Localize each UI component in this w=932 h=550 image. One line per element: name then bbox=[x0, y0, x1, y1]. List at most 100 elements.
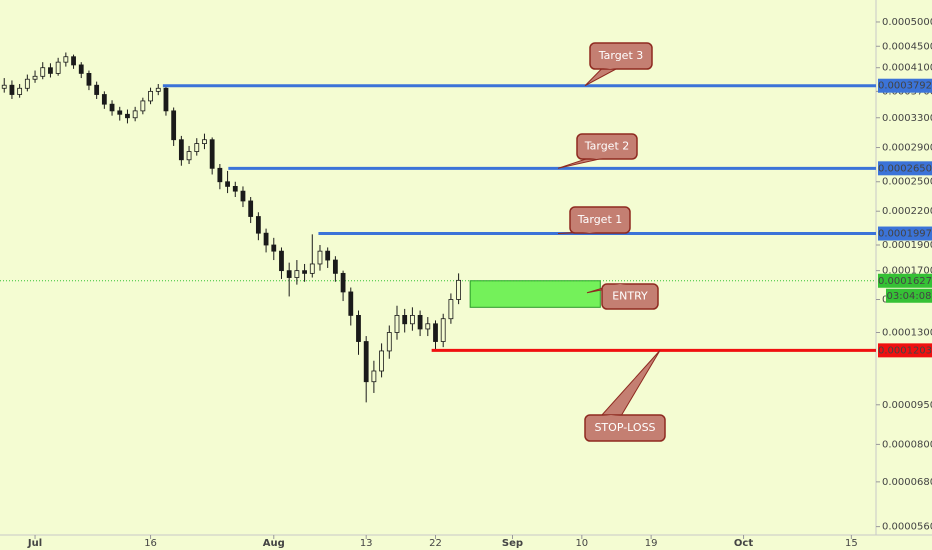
y-tick-label: 0.0001300 bbox=[882, 327, 932, 338]
x-tick-label: Aug bbox=[263, 538, 285, 549]
x-tick-label: Oct bbox=[734, 538, 753, 549]
candle-body bbox=[286, 270, 292, 278]
candle-body bbox=[356, 315, 361, 342]
price-tag bbox=[878, 343, 932, 358]
callout-join bbox=[602, 415, 620, 416]
callout-box bbox=[601, 283, 659, 310]
candle-body bbox=[386, 332, 392, 352]
x-tick-label: 22 bbox=[429, 538, 442, 549]
candle-body bbox=[448, 299, 454, 320]
y-tick-label: 0.0002500 bbox=[882, 177, 932, 188]
candle-body bbox=[309, 263, 315, 274]
candle-body bbox=[132, 110, 138, 119]
callout-box bbox=[584, 414, 666, 442]
candle-body bbox=[409, 315, 415, 325]
callout-box bbox=[576, 133, 638, 160]
candle-body bbox=[109, 103, 115, 112]
candle-body bbox=[94, 84, 100, 95]
candle-body bbox=[40, 67, 46, 77]
candle-body bbox=[194, 143, 200, 152]
x-tick-label: 13 bbox=[360, 538, 373, 549]
x-tick-label: 10 bbox=[575, 538, 588, 549]
candle-body bbox=[202, 139, 207, 144]
price-tag bbox=[878, 78, 932, 93]
x-tick-label: 16 bbox=[144, 538, 157, 549]
candle-body bbox=[394, 315, 400, 333]
candle-body bbox=[271, 244, 277, 252]
candle-body bbox=[225, 181, 230, 187]
candle-body bbox=[171, 110, 177, 141]
candle-body bbox=[217, 167, 223, 183]
candle-body bbox=[240, 190, 246, 202]
candle-body bbox=[255, 216, 261, 234]
candle-body bbox=[148, 90, 153, 102]
candle-body bbox=[302, 270, 307, 274]
candle-body bbox=[325, 250, 331, 261]
entry-zone bbox=[469, 280, 601, 308]
y-tick-label: 0.0004100 bbox=[882, 63, 932, 74]
candle-body bbox=[17, 87, 23, 95]
y-tick-label: 0.0002200 bbox=[882, 206, 932, 217]
callout: Target 2 bbox=[557, 133, 638, 169]
candle-body bbox=[379, 350, 384, 372]
candle-body bbox=[279, 250, 284, 272]
candle-body bbox=[24, 78, 30, 89]
candle-body bbox=[440, 318, 446, 342]
callout-text: Target 3 bbox=[598, 49, 644, 62]
callout: STOP-LOSS bbox=[584, 350, 666, 442]
price-tag bbox=[878, 226, 932, 241]
candle-body bbox=[363, 341, 369, 383]
countdown-tag bbox=[886, 288, 932, 303]
y-tick-label: 0.0001900 bbox=[882, 240, 932, 251]
candle-body bbox=[433, 323, 438, 342]
y-tick-label: 0.0004500 bbox=[882, 41, 932, 52]
candle-body bbox=[117, 110, 123, 115]
callout-box bbox=[569, 206, 631, 234]
y-tick-label: 0.0000560 bbox=[882, 522, 932, 533]
candle-body bbox=[140, 100, 146, 112]
y-tick-label: 0.0003300 bbox=[882, 113, 932, 124]
price-tag bbox=[878, 161, 932, 176]
y-tick-label: 0.0005000 bbox=[882, 17, 932, 28]
callout: Target 1 bbox=[557, 206, 631, 235]
candle-body bbox=[163, 87, 169, 112]
candle-body bbox=[71, 56, 76, 66]
callout-join bbox=[590, 158, 603, 159]
candle-body bbox=[101, 94, 107, 105]
candle-body bbox=[9, 84, 15, 95]
candle-body bbox=[125, 113, 130, 119]
candle-body bbox=[155, 87, 161, 92]
candle-body bbox=[55, 61, 61, 74]
candle-body bbox=[417, 315, 423, 330]
candle-body bbox=[332, 259, 338, 274]
candle-body bbox=[1, 84, 7, 89]
callout-text: Target 2 bbox=[584, 140, 630, 153]
candle-body bbox=[232, 186, 238, 192]
candle-body bbox=[425, 323, 431, 330]
x-tick-label: Jul bbox=[27, 538, 42, 549]
candle-body bbox=[402, 315, 408, 325]
countdown: 03:04:08 bbox=[887, 291, 932, 302]
x-tick-label: 15 bbox=[845, 538, 858, 549]
price-tag-label: 0.0002650 bbox=[878, 163, 932, 174]
price-tag-label: 0.0003792 bbox=[878, 81, 932, 92]
candle-body bbox=[186, 151, 192, 161]
candle-body bbox=[32, 75, 38, 80]
callout-text: Target 1 bbox=[577, 213, 623, 226]
candle-body bbox=[78, 64, 84, 74]
candle-body bbox=[263, 232, 269, 246]
callout: ENTRY bbox=[586, 283, 659, 310]
price-tag bbox=[878, 273, 932, 288]
y-tick-label: 0.0000950 bbox=[882, 400, 932, 411]
y-tick-label: 0.0000680 bbox=[882, 477, 932, 488]
x-tick-label: Sep bbox=[502, 538, 523, 549]
price-tag-label: 0.0001997 bbox=[878, 229, 932, 240]
candle-body bbox=[248, 200, 254, 217]
candle-body bbox=[63, 56, 69, 63]
y-tick-label: 0.0002900 bbox=[882, 143, 932, 154]
y-tick-label: 0.0001700 bbox=[882, 266, 932, 277]
candle-body bbox=[456, 279, 462, 300]
